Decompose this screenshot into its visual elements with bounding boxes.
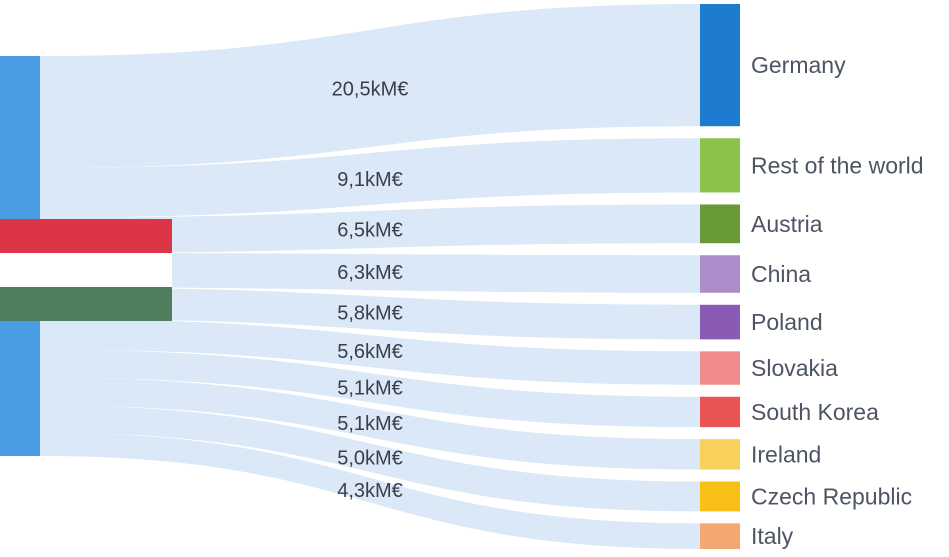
flow-rest-of-the-world (40, 138, 700, 218)
target-label-slovakia: Slovakia (751, 355, 838, 381)
flow-china (40, 252, 700, 293)
target-label-italy: Italy (751, 523, 794, 549)
value-label-south-korea: 5,1kM€ (337, 378, 403, 400)
flow-slovakia (40, 319, 700, 385)
target-label-south-korea: South Korea (751, 399, 879, 425)
node-italy (700, 523, 740, 549)
node-austria (700, 204, 740, 244)
source-node (0, 56, 172, 456)
flow-italy (40, 432, 700, 549)
node-czech-republic (700, 481, 740, 512)
target-label-germany: Germany (751, 52, 846, 78)
value-label-germany: 20,5kM€ (332, 79, 409, 101)
target-layer (700, 4, 740, 549)
node-south-korea (700, 396, 740, 428)
value-label-china: 6,3kM€ (337, 262, 403, 284)
value-label-ireland: 5,1kM€ (337, 413, 403, 435)
source-bar-top (0, 56, 40, 219)
node-china (700, 255, 740, 293)
target-label-china: China (751, 261, 811, 287)
source-bar-bottom (0, 321, 40, 456)
value-label-rest-of-the-world: 9,1kM€ (337, 169, 403, 191)
value-label-czech-republic: 5,0kM€ (337, 448, 403, 470)
value-label-austria: 6,5kM€ (337, 220, 403, 242)
target-label-austria: Austria (751, 211, 823, 237)
target-label-poland: Poland (751, 309, 823, 335)
value-label-slovakia: 5,6kM€ (337, 341, 403, 363)
value-label-italy: 4,3kM€ (337, 480, 403, 502)
label-layer: Germany 20,5kM€ Rest of the world 9,1kM€ Aus… (332, 52, 924, 549)
target-label-rest-of-the-world: Rest of the world (751, 152, 924, 178)
node-poland (700, 304, 740, 340)
target-label-ireland: Ireland (751, 441, 821, 467)
flow-germany (40, 4, 700, 168)
flow-austria (40, 204, 700, 253)
flow-south-korea (40, 349, 700, 428)
flag-stripe-red (0, 219, 172, 253)
flag-stripe-green (0, 287, 172, 321)
node-germany (700, 4, 740, 127)
flow-czech-republic (40, 405, 700, 512)
flag-stripe-white (0, 253, 172, 287)
value-label-poland: 5,8kM€ (337, 303, 403, 325)
target-label-czech-republic: Czech Republic (751, 483, 912, 509)
node-ireland (700, 439, 740, 470)
flow-ireland (40, 377, 700, 470)
node-slovakia (700, 351, 740, 385)
flow-layer (40, 4, 700, 549)
node-rest-of-the-world (700, 138, 740, 193)
flow-poland (40, 287, 700, 340)
